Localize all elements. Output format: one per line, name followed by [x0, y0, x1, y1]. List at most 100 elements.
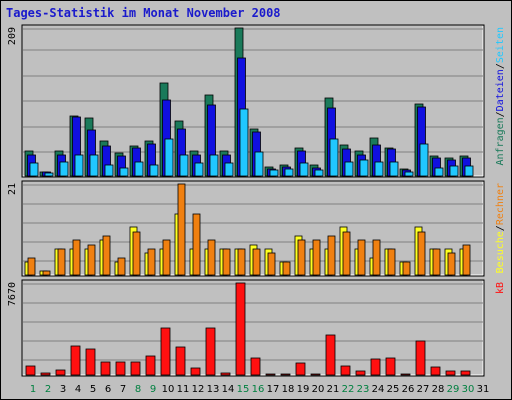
bar-seiten-day-23 — [359, 159, 369, 177]
bar-kb-day-7 — [115, 361, 126, 376]
bar-seiten-day-10 — [164, 138, 174, 177]
day-label: 4 — [75, 384, 81, 395]
bar-kb-day-16 — [250, 357, 261, 376]
bar-kb-day-12 — [190, 367, 201, 376]
bar-seiten-day-18 — [284, 168, 294, 177]
bar-rechner-day-7 — [117, 257, 126, 276]
day-label: 14 — [222, 384, 235, 395]
bar-kb-day-2 — [40, 372, 51, 376]
legend-entry: Besuche — [495, 231, 506, 273]
bar-kb-day-8 — [130, 361, 141, 376]
bar-seiten-day-14 — [224, 162, 234, 177]
bar-seiten-day-19 — [299, 162, 309, 177]
bar-rechner-day-6 — [102, 235, 111, 276]
bar-kb-day-28 — [430, 366, 441, 376]
bar-kb-day-19 — [295, 362, 306, 376]
legend-entry: / — [495, 111, 506, 117]
day-label: 26 — [402, 384, 415, 395]
legend-entry: Seiten — [495, 27, 506, 63]
bar-seiten-day-4 — [74, 154, 84, 177]
bar-seiten-day-12 — [194, 162, 204, 177]
bar-kb-day-1 — [25, 365, 36, 376]
bar-seiten-day-29 — [449, 165, 459, 177]
legend-entry: / — [495, 63, 506, 69]
bar-kb-day-23 — [355, 370, 366, 376]
day-label: 17 — [267, 384, 280, 395]
bar-kb-day-3 — [55, 369, 66, 376]
day-label: 31 — [477, 384, 490, 395]
bar-rechner-day-20 — [312, 239, 321, 276]
bar-rechner-day-28 — [432, 248, 441, 276]
bar-kb-day-13 — [205, 327, 216, 376]
visits-panel: 21 Besuche/Rechner — [7, 180, 506, 277]
bar-kb-day-30 — [460, 370, 471, 376]
bar-kb-day-10 — [160, 327, 171, 376]
requests-panel: 209 Anfragen/Dateien/Seiten — [7, 24, 506, 178]
y-max-label: 21 — [7, 183, 18, 195]
bar-seiten-day-20 — [314, 169, 324, 177]
chart-title: Tages-Statistik im Monat November 2008 — [6, 6, 281, 20]
bar-kb-day-27 — [415, 340, 426, 376]
right-legend: kB — [495, 282, 506, 294]
right-legend: Anfragen/Dateien/Seiten — [495, 27, 506, 166]
bar-kb-day-22 — [340, 365, 351, 376]
day-label: 10 — [162, 384, 175, 395]
day-axis: 1 2 3 4 5 6 7 8 9 10 11 12 13 14 15 16 17 18 19 20 21 22 23 24 2… — [30, 384, 490, 395]
bar-seiten-day-30 — [464, 165, 474, 177]
bar-seiten-day-25 — [389, 161, 399, 177]
day-label: 5 — [90, 384, 96, 395]
day-label: 2 — [45, 384, 51, 395]
y-max-label: 7670 — [7, 282, 18, 306]
bar-seiten-day-28 — [434, 167, 444, 177]
day-label: 30 — [462, 384, 475, 395]
day-label: 24 — [372, 384, 385, 395]
bar-kb-day-5 — [85, 348, 96, 376]
day-label: 29 — [447, 384, 460, 395]
bar-seiten-day-24 — [374, 161, 384, 177]
day-label: 9 — [150, 384, 156, 395]
legend-entry: kB — [495, 282, 506, 294]
day-label: 27 — [417, 384, 430, 395]
bar-kb-day-17 — [265, 373, 276, 376]
day-label: 12 — [192, 384, 205, 395]
legend-entry: Dateien — [495, 69, 506, 111]
day-label: 16 — [252, 384, 265, 395]
bar-rechner-day-30 — [462, 244, 471, 276]
day-label: 1 — [30, 384, 36, 395]
bar-kb-day-11 — [175, 346, 186, 376]
bar-rechner-day-14 — [222, 248, 231, 276]
day-label: 18 — [282, 384, 295, 395]
bar-rechner-day-9 — [147, 248, 156, 276]
day-label: 3 — [60, 384, 66, 395]
bar-kb-day-26 — [400, 373, 411, 376]
bar-rechner-day-11 — [177, 183, 186, 276]
bar-seiten-day-9 — [149, 164, 159, 177]
bar-seiten-day-13 — [209, 154, 219, 177]
bar-kb-day-21 — [325, 334, 336, 376]
bar-rechner-day-25 — [387, 248, 396, 276]
bar-rechner-day-16 — [252, 248, 261, 276]
bar-rechner-day-3 — [57, 248, 66, 276]
bar-rechner-day-5 — [87, 244, 96, 276]
bar-seiten-day-27 — [419, 143, 429, 177]
bar-rechner-day-22 — [342, 231, 351, 276]
bar-rechner-day-19 — [297, 239, 306, 276]
day-label: 11 — [177, 384, 190, 395]
bar-seiten-day-7 — [119, 167, 129, 177]
bar-seiten-day-21 — [329, 138, 339, 177]
bar-seiten-day-3 — [59, 161, 69, 177]
day-label: 21 — [327, 384, 340, 395]
bar-kb-day-9 — [145, 355, 156, 376]
y-max-label: 209 — [7, 27, 18, 45]
legend-entry: Rechner — [495, 183, 506, 225]
bar-rechner-day-26 — [402, 261, 411, 276]
bar-seiten-day-11 — [179, 154, 189, 177]
day-label: 7 — [120, 384, 126, 395]
bar-seiten-day-2 — [44, 172, 54, 177]
kbytes-panel: 7670 kB — [7, 279, 506, 377]
bar-rechner-day-18 — [282, 261, 291, 276]
bar-rechner-day-27 — [417, 231, 426, 276]
legend-entry: / — [495, 225, 506, 231]
bar-seiten-day-15 — [239, 108, 249, 177]
